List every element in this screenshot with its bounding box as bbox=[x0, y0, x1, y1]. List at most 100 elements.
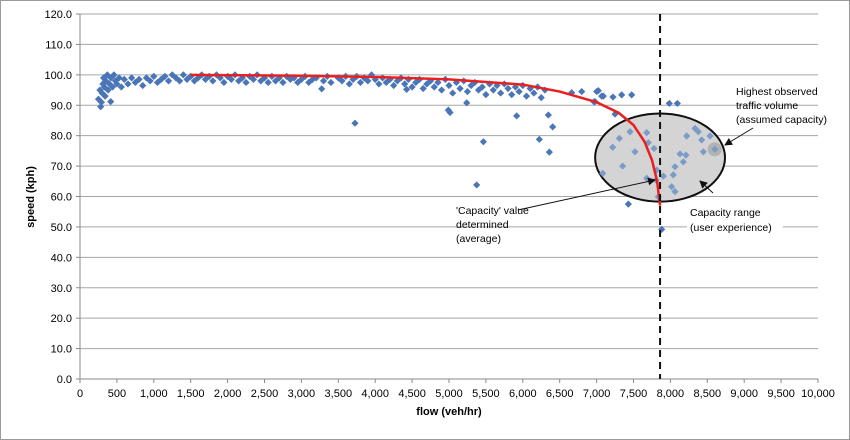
x-tick-label: 1,000 bbox=[140, 388, 168, 400]
y-tick-labels: 0.0 10.0 20.0 30.0 40.0 50.0 60.0 70.0 80.0 90.0 1… bbox=[44, 9, 72, 386]
data-point bbox=[305, 78, 313, 87]
svg-text:(average): (average) bbox=[456, 233, 501, 245]
data-point bbox=[104, 86, 112, 94]
data-point bbox=[618, 91, 626, 99]
data-point bbox=[438, 86, 446, 94]
fitted-speed-flow-curve bbox=[190, 73, 662, 206]
x-tick-label: 6,000 bbox=[509, 388, 537, 400]
data-point bbox=[294, 78, 302, 87]
data-point bbox=[631, 148, 639, 156]
data-point bbox=[412, 78, 420, 87]
data-point bbox=[279, 78, 287, 87]
y-tick-label: 60.0 bbox=[51, 192, 72, 204]
data-point bbox=[115, 74, 123, 82]
svg-text:Capacity range: Capacity range bbox=[690, 207, 761, 219]
data-point bbox=[176, 77, 184, 85]
x-tick-label: 4,000 bbox=[361, 388, 389, 400]
data-point bbox=[308, 75, 317, 83]
x-tick-label: 10,000 bbox=[801, 388, 835, 400]
data-point bbox=[463, 87, 472, 96]
data-point bbox=[318, 85, 326, 93]
data-point bbox=[390, 81, 398, 90]
data-point bbox=[179, 71, 187, 79]
data-point bbox=[338, 77, 346, 85]
data-point bbox=[679, 158, 687, 166]
data-point bbox=[626, 128, 634, 136]
data-point bbox=[643, 129, 651, 137]
x-tick-labels: 0 500 1,000 1,500 2,000 2,500 3,000 3,500 4,000 4… bbox=[77, 388, 835, 400]
data-point bbox=[403, 85, 411, 94]
data-point bbox=[135, 75, 143, 83]
data-point bbox=[682, 151, 690, 159]
x-tick-label: 4,500 bbox=[398, 388, 426, 400]
data-point bbox=[463, 99, 471, 107]
data-point bbox=[535, 135, 543, 143]
data-point bbox=[446, 108, 454, 117]
annotation-capacity-range: Capacity range (user experience) bbox=[687, 180, 783, 236]
data-point bbox=[609, 93, 617, 101]
data-point bbox=[102, 77, 110, 85]
data-point bbox=[545, 148, 553, 156]
gridlines bbox=[76, 13, 819, 383]
x-tick-label: 8,000 bbox=[657, 388, 685, 400]
data-point bbox=[673, 99, 681, 108]
data-point bbox=[593, 87, 601, 96]
data-point bbox=[286, 75, 294, 83]
data-point bbox=[511, 83, 520, 91]
x-tick-label: 2,500 bbox=[251, 388, 279, 400]
data-point bbox=[334, 74, 342, 82]
data-point bbox=[482, 91, 490, 99]
x-tick-label: 3,000 bbox=[288, 388, 316, 400]
y-axis-label: speed (kph) bbox=[25, 166, 37, 228]
y-tick-label: 90.0 bbox=[51, 100, 72, 112]
data-point bbox=[345, 80, 353, 88]
data-point bbox=[364, 77, 372, 85]
data-point bbox=[117, 83, 125, 91]
data-point bbox=[515, 87, 523, 96]
data-point bbox=[449, 89, 457, 97]
y-tick-label: 10.0 bbox=[51, 344, 72, 356]
annotation-highest-observed: Highest observed traffic volume (assumed… bbox=[724, 86, 827, 146]
x-tick-label: 5,000 bbox=[435, 388, 463, 400]
data-point bbox=[611, 110, 619, 118]
svg-text:'Capacity' value: 'Capacity' value bbox=[456, 205, 529, 217]
data-point bbox=[264, 78, 272, 87]
data-point bbox=[599, 169, 607, 177]
data-point bbox=[628, 91, 636, 99]
data-point bbox=[419, 84, 427, 93]
data-point bbox=[124, 80, 132, 88]
data-point bbox=[408, 83, 416, 91]
data-point bbox=[375, 80, 383, 88]
data-point bbox=[522, 92, 531, 100]
data-point bbox=[445, 81, 453, 90]
data-point bbox=[668, 183, 676, 191]
data-point bbox=[146, 77, 154, 85]
x-tick-label: 5,500 bbox=[472, 388, 500, 400]
data-point bbox=[530, 89, 538, 97]
data-point bbox=[249, 75, 258, 83]
data-point bbox=[97, 98, 106, 106]
annotation-capacity-value: 'Capacity' value determined (average) bbox=[456, 177, 656, 245]
data-point bbox=[139, 81, 147, 90]
y-tick-label: 50.0 bbox=[51, 222, 72, 234]
data-point bbox=[650, 144, 658, 153]
data-point bbox=[676, 150, 684, 158]
x-tick-label: 8,500 bbox=[694, 388, 722, 400]
x-tick-label: 2,000 bbox=[214, 388, 242, 400]
y-tick-label: 20.0 bbox=[51, 313, 72, 325]
y-tick-label: 30.0 bbox=[51, 283, 72, 295]
data-point bbox=[351, 119, 359, 127]
data-point bbox=[711, 145, 719, 153]
data-point bbox=[242, 78, 250, 87]
y-tick-label: 100.0 bbox=[44, 70, 72, 82]
arrow-capacity-range bbox=[699, 180, 714, 194]
svg-text:(user experience): (user experience) bbox=[690, 222, 772, 234]
data-point bbox=[508, 91, 516, 99]
x-tick-label: 0 bbox=[77, 388, 83, 400]
data-point bbox=[485, 80, 494, 88]
data-point bbox=[544, 111, 552, 119]
x-tick-label: 7,500 bbox=[620, 388, 648, 400]
data-point bbox=[107, 98, 115, 106]
data-point bbox=[290, 74, 298, 82]
data-point bbox=[665, 99, 673, 108]
